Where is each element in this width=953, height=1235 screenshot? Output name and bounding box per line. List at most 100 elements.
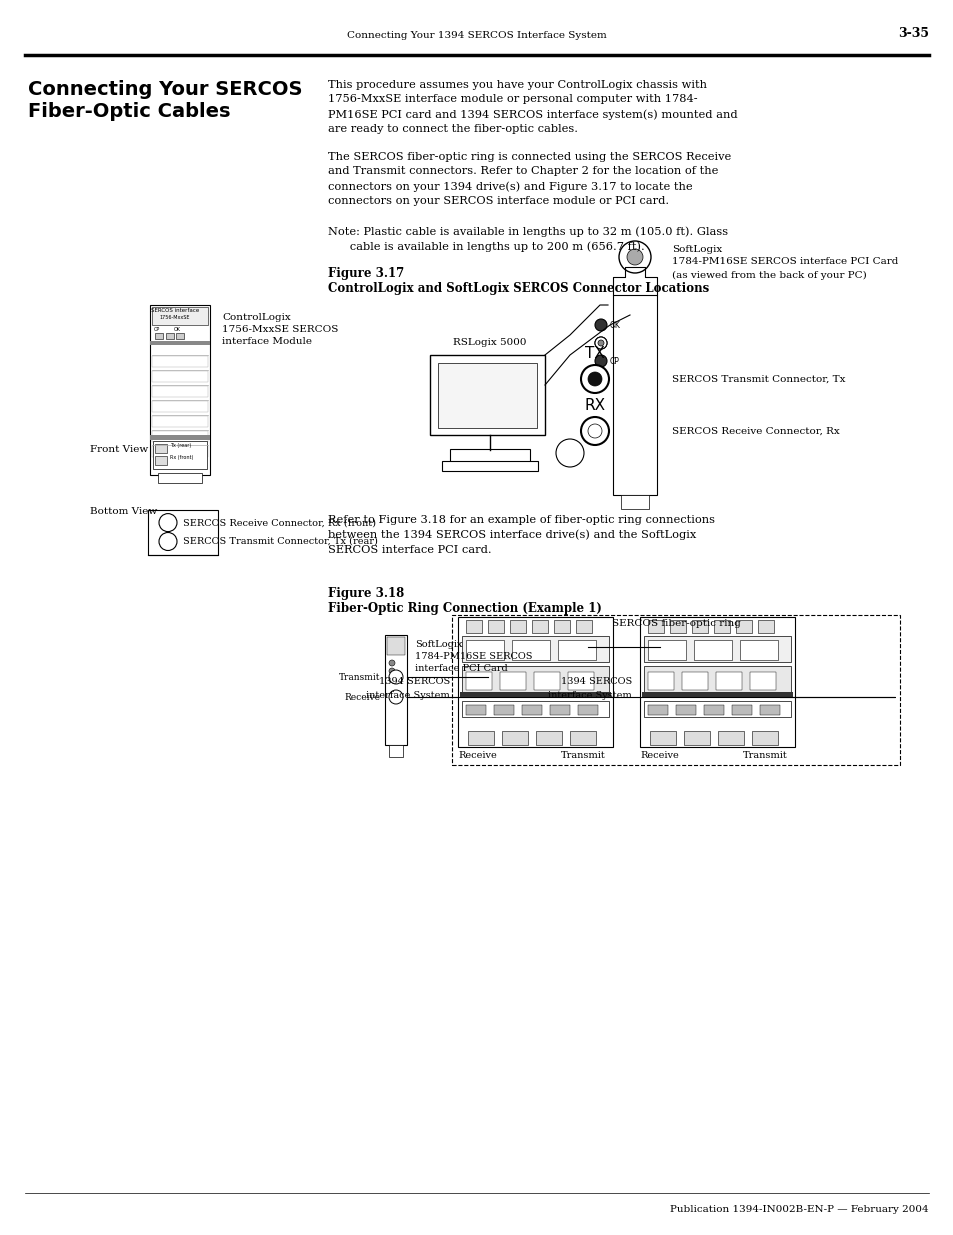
Bar — [647, 705, 667, 715]
Circle shape — [159, 514, 177, 531]
Text: 1394 SERCOS: 1394 SERCOS — [378, 678, 450, 687]
Text: Figure 3.17: Figure 3.17 — [328, 267, 404, 280]
Bar — [647, 620, 663, 634]
Circle shape — [389, 668, 395, 674]
Circle shape — [595, 337, 606, 350]
Bar — [457, 618, 613, 747]
Bar — [639, 618, 794, 747]
Bar — [643, 636, 790, 662]
Bar — [387, 637, 405, 655]
Bar — [152, 401, 208, 412]
Circle shape — [389, 671, 402, 684]
Bar — [569, 731, 596, 745]
Bar — [550, 705, 569, 715]
Bar — [641, 692, 792, 697]
Bar — [465, 705, 485, 715]
Bar — [152, 416, 208, 427]
Text: SERCOS Receive Connector, Rx: SERCOS Receive Connector, Rx — [671, 426, 839, 436]
Text: Fiber-Optic Ring Connection (Example 1): Fiber-Optic Ring Connection (Example 1) — [328, 601, 601, 615]
Circle shape — [595, 319, 606, 331]
Bar — [643, 666, 790, 692]
Text: Transmit: Transmit — [338, 673, 379, 682]
Bar — [558, 640, 596, 659]
Text: 3-35: 3-35 — [897, 27, 928, 40]
Text: interface System: interface System — [548, 690, 631, 699]
Text: Note: Plastic cable is available in lengths up to 32 m (105.0 ft). Glass: Note: Plastic cable is available in leng… — [328, 226, 727, 237]
Bar — [437, 363, 537, 429]
Bar — [647, 640, 685, 659]
Circle shape — [159, 532, 177, 551]
Text: interface PCI Card: interface PCI Card — [415, 664, 507, 673]
Bar — [521, 705, 541, 715]
Bar — [154, 333, 163, 338]
Bar — [751, 731, 778, 745]
Circle shape — [618, 241, 650, 273]
Bar — [166, 333, 173, 338]
Text: This procedure assumes you have your ControlLogix chassis with
1756-MxxSE interf: This procedure assumes you have your Con… — [328, 80, 737, 135]
Bar — [676, 705, 696, 715]
Bar — [554, 620, 569, 634]
Text: Connecting Your SERCOS: Connecting Your SERCOS — [28, 80, 302, 99]
Text: Front View: Front View — [90, 446, 148, 454]
Bar — [152, 308, 208, 325]
Text: Receive: Receive — [458, 751, 497, 760]
Text: The SERCOS fiber-optic ring is connected using the SERCOS Receive
and Transmit c: The SERCOS fiber-optic ring is connected… — [328, 152, 731, 206]
Text: SERCOS Transmit Connector, Tx: SERCOS Transmit Connector, Tx — [671, 374, 844, 384]
Text: OK: OK — [609, 321, 620, 330]
Bar — [760, 705, 780, 715]
Bar — [647, 672, 673, 690]
Bar — [716, 672, 741, 690]
Bar — [461, 701, 608, 718]
Bar — [758, 620, 773, 634]
Bar — [465, 620, 481, 634]
Bar — [613, 295, 657, 495]
Bar — [148, 510, 218, 555]
Bar — [703, 705, 723, 715]
Bar — [389, 745, 402, 757]
Bar — [534, 672, 559, 690]
Circle shape — [587, 372, 601, 387]
Text: CP: CP — [153, 327, 160, 332]
Circle shape — [556, 438, 583, 467]
Text: 1784-PM16SE SERCOS: 1784-PM16SE SERCOS — [415, 652, 532, 661]
Bar — [620, 495, 648, 509]
Bar — [152, 387, 208, 396]
Bar — [461, 666, 608, 692]
Bar — [465, 640, 503, 659]
Text: Refer to Figure 3.18 for an example of fiber-optic ring connections
between the : Refer to Figure 3.18 for an example of f… — [328, 515, 714, 555]
Bar — [152, 431, 208, 442]
Bar — [450, 450, 530, 463]
Bar — [536, 731, 561, 745]
Bar — [468, 731, 494, 745]
Bar — [643, 701, 790, 718]
Circle shape — [389, 676, 395, 682]
Bar — [441, 461, 537, 471]
Text: Publication 1394-IN002B-EN-P — February 2004: Publication 1394-IN002B-EN-P — February … — [670, 1205, 928, 1214]
Text: Transmit: Transmit — [741, 751, 786, 760]
Bar — [150, 435, 210, 440]
Text: Fiber-Optic Cables: Fiber-Optic Cables — [28, 103, 231, 121]
Text: 1394 SERCOS: 1394 SERCOS — [560, 678, 631, 687]
Bar — [154, 456, 167, 466]
Bar — [152, 356, 208, 367]
Text: Rx (front): Rx (front) — [170, 456, 193, 461]
Text: SERCOS interface: SERCOS interface — [151, 308, 199, 312]
Text: cable is available in lengths up to 200 m (656.7 ft).: cable is available in lengths up to 200 … — [328, 241, 644, 252]
Bar — [152, 446, 208, 457]
Bar — [693, 640, 731, 659]
Bar — [669, 620, 685, 634]
Text: SERCOS fiber-optic ring: SERCOS fiber-optic ring — [611, 619, 740, 629]
Bar — [152, 370, 208, 382]
Circle shape — [598, 340, 603, 346]
Text: interface System: interface System — [366, 690, 450, 699]
Bar — [731, 705, 751, 715]
Text: SERCOS Transmit Connector, Tx (rear): SERCOS Transmit Connector, Tx (rear) — [183, 537, 377, 546]
Bar — [532, 620, 547, 634]
Circle shape — [389, 690, 402, 704]
Bar — [578, 705, 598, 715]
Circle shape — [595, 337, 606, 350]
Bar — [430, 354, 544, 435]
Bar — [501, 731, 527, 745]
Bar — [150, 341, 210, 345]
Bar — [649, 731, 676, 745]
